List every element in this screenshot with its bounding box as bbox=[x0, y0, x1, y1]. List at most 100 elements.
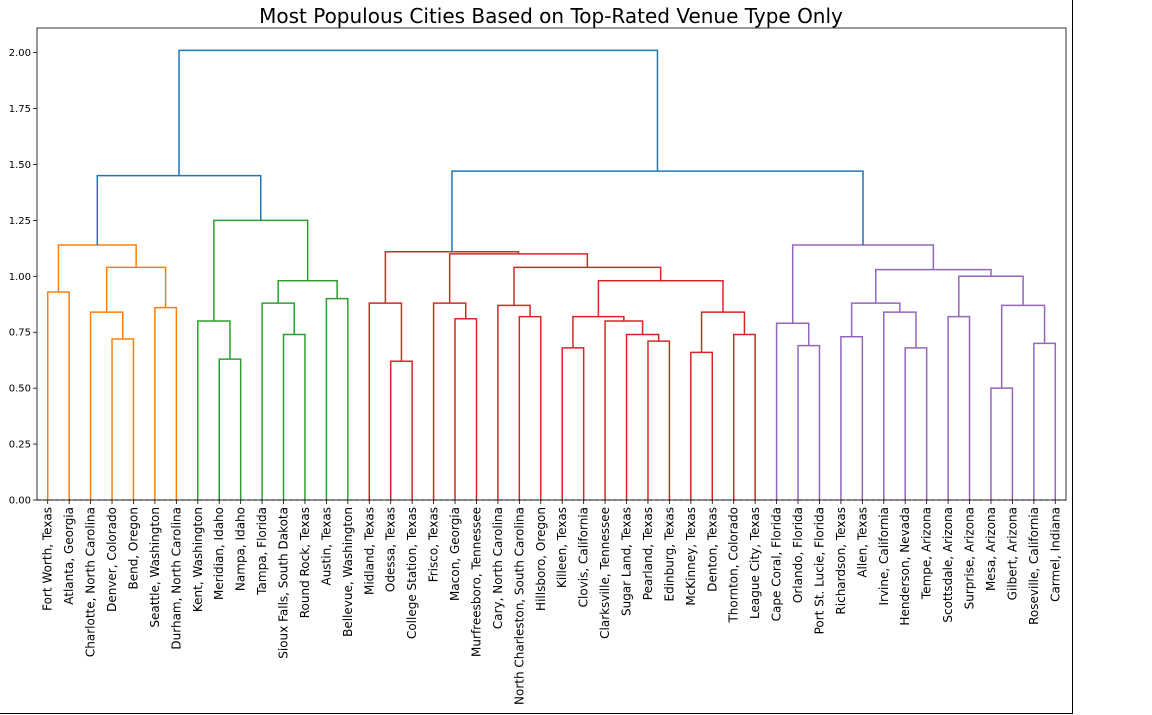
figure: Most Populous Cities Based on Top-Rated … bbox=[0, 0, 1073, 714]
leaf-label: Bellevue, Washington bbox=[341, 507, 355, 637]
dendrogram-link bbox=[561, 347, 585, 500]
leaf-label: Hillsboro, Oregon bbox=[534, 507, 548, 611]
leaf-label: Macon, Georgia bbox=[448, 507, 462, 601]
leaf-label: Meridian, Idaho bbox=[212, 507, 226, 600]
dendrogram-link bbox=[389, 360, 413, 500]
dendrogram-link bbox=[432, 302, 467, 500]
y-tick-label: 1.50 bbox=[9, 160, 31, 171]
leaf-label: Seattle, Washington bbox=[148, 507, 162, 628]
leaf-label: Sugar Land, Texas bbox=[620, 507, 634, 616]
leaf-label: Pearland, Texas bbox=[641, 507, 655, 600]
y-tick-label: 0.50 bbox=[9, 384, 31, 395]
leaf-label: Austin, Texas bbox=[319, 507, 333, 586]
dendrogram-chart: 0.00 0.25 0.50 0.75 1.00 1.25 1.50 1.75 2.00 For… bbox=[9, 27, 1067, 705]
dendrogram-link bbox=[497, 304, 531, 500]
dendrogram-link bbox=[597, 280, 724, 317]
y-tick-label: 1.75 bbox=[9, 104, 31, 115]
leaf-label: Odessa, Texas bbox=[384, 507, 398, 592]
dendrogram-links bbox=[46, 49, 1057, 500]
leaf-label: Clarksville, Tennessee bbox=[598, 507, 612, 639]
leaf-label: Mesa, Arizona bbox=[984, 507, 998, 591]
dendrogram-link bbox=[904, 347, 928, 500]
dendrogram-link bbox=[647, 340, 671, 500]
dendrogram-link bbox=[850, 302, 901, 337]
leaf-label: Richardson, Texas bbox=[834, 507, 848, 615]
dendrogram-link bbox=[690, 351, 714, 500]
dendrogram-link bbox=[454, 318, 478, 500]
leaf-label: Kent, Washington bbox=[191, 507, 205, 612]
dendrogram-link bbox=[732, 333, 756, 500]
leaf-label: Thornton, Colorado bbox=[727, 507, 741, 624]
dendrogram-link bbox=[57, 244, 137, 292]
dendrogram-link bbox=[883, 311, 917, 500]
leaf-label: Murfreesboro, Tennessee bbox=[469, 507, 483, 657]
dendrogram-link bbox=[791, 244, 935, 324]
y-tick-label: 1.25 bbox=[9, 216, 31, 227]
dendrogram-link bbox=[572, 315, 625, 348]
leaf-label: Surprise, Arizona bbox=[963, 507, 977, 609]
dendrogram-link bbox=[1000, 304, 1046, 389]
dendrogram-link bbox=[451, 170, 864, 252]
dendrogram-link bbox=[797, 344, 821, 500]
leaf-label: Charlotte, North Carolina bbox=[84, 507, 98, 657]
dendrogram-link bbox=[105, 266, 167, 313]
dendrogram-link bbox=[1033, 342, 1057, 500]
leaf-label: Irvine, California bbox=[877, 507, 891, 606]
dendrogram-link bbox=[154, 306, 178, 500]
dendrogram-link bbox=[990, 387, 1014, 500]
dendrogram-link bbox=[218, 358, 242, 500]
leaf-label: McKinney, Texas bbox=[684, 507, 698, 606]
leaf-label: Allen, Texas bbox=[855, 507, 869, 578]
dendrogram-link bbox=[368, 302, 403, 500]
dendrogram-link bbox=[958, 275, 1024, 317]
dendrogram-link bbox=[448, 253, 589, 304]
leaf-label: Fort Worth, Texas bbox=[41, 507, 55, 611]
leaf-label: Denver, Colorado bbox=[105, 507, 119, 612]
dendrogram-link bbox=[325, 297, 349, 500]
leaf-label: League City, Texas bbox=[748, 507, 762, 619]
dendrogram-link bbox=[700, 311, 746, 353]
dendrogram-link bbox=[625, 333, 660, 500]
leaf-label: Cary, North Carolina bbox=[491, 507, 505, 629]
leaf-label: Midland, Texas bbox=[362, 507, 376, 595]
dendrogram-link bbox=[96, 174, 262, 245]
leaf-label: Edinburg, Texas bbox=[662, 507, 676, 602]
dendrogram-link bbox=[111, 338, 135, 500]
leaf-label: Roseville, California bbox=[1027, 507, 1041, 625]
chart-title: Most Populous Cities Based on Top-Rated … bbox=[259, 4, 843, 28]
leaf-label: Tempe, Arizona bbox=[920, 507, 934, 600]
leaf-label: Bend, Oregon bbox=[126, 507, 140, 590]
leaf-labels: Fort Worth, Texas Atlanta, Georgia Charlot… bbox=[41, 500, 1062, 705]
leaf-label: Gilbert, Arizona bbox=[1005, 507, 1019, 600]
dendrogram-link bbox=[261, 302, 295, 500]
leaf-label: Carmel, Indiana bbox=[1048, 507, 1062, 602]
leaf-label: Cape Coral, Florida bbox=[770, 507, 784, 621]
dendrogram-link bbox=[840, 335, 864, 500]
leaf-label: Denton, Texas bbox=[705, 507, 719, 592]
plot-frame bbox=[36, 27, 1067, 501]
leaf-label: Durham, North Carolina bbox=[169, 507, 183, 650]
y-tick-label: 1.00 bbox=[9, 272, 31, 283]
dendrogram-link bbox=[178, 49, 659, 176]
dendrogram-link bbox=[197, 320, 231, 500]
leaf-label: Tampa, Florida bbox=[255, 507, 269, 596]
dendrogram-link bbox=[775, 322, 810, 500]
dendrogram-link bbox=[513, 266, 662, 306]
leaf-label: Orlando, Florida bbox=[791, 507, 805, 603]
y-tick-label: 0.00 bbox=[9, 496, 31, 507]
dendrogram-link bbox=[277, 280, 338, 304]
leaf-label: Atlanta, Georgia bbox=[62, 507, 76, 605]
dendrogram-link bbox=[46, 291, 70, 500]
leaf-label: North Charleston, South Carolina bbox=[512, 507, 526, 705]
dendrogram-link bbox=[947, 315, 971, 500]
leaf-label: College Station, Texas bbox=[405, 507, 419, 639]
dendrogram-link bbox=[604, 320, 644, 500]
dendrogram-link bbox=[874, 268, 992, 304]
leaf-label: Henderson, Nevada bbox=[898, 507, 912, 626]
dendrogram-link bbox=[518, 315, 542, 500]
y-axis: 0.00 0.25 0.50 0.75 1.00 1.25 1.50 1.75 2.00 bbox=[9, 48, 37, 507]
y-tick-label: 2.00 bbox=[9, 48, 31, 59]
leaf-label: Killeen, Texas bbox=[555, 507, 569, 588]
leaf-label: Nampa, Idaho bbox=[234, 507, 248, 591]
leaf-label: Sioux Falls, South Dakota bbox=[277, 507, 291, 659]
